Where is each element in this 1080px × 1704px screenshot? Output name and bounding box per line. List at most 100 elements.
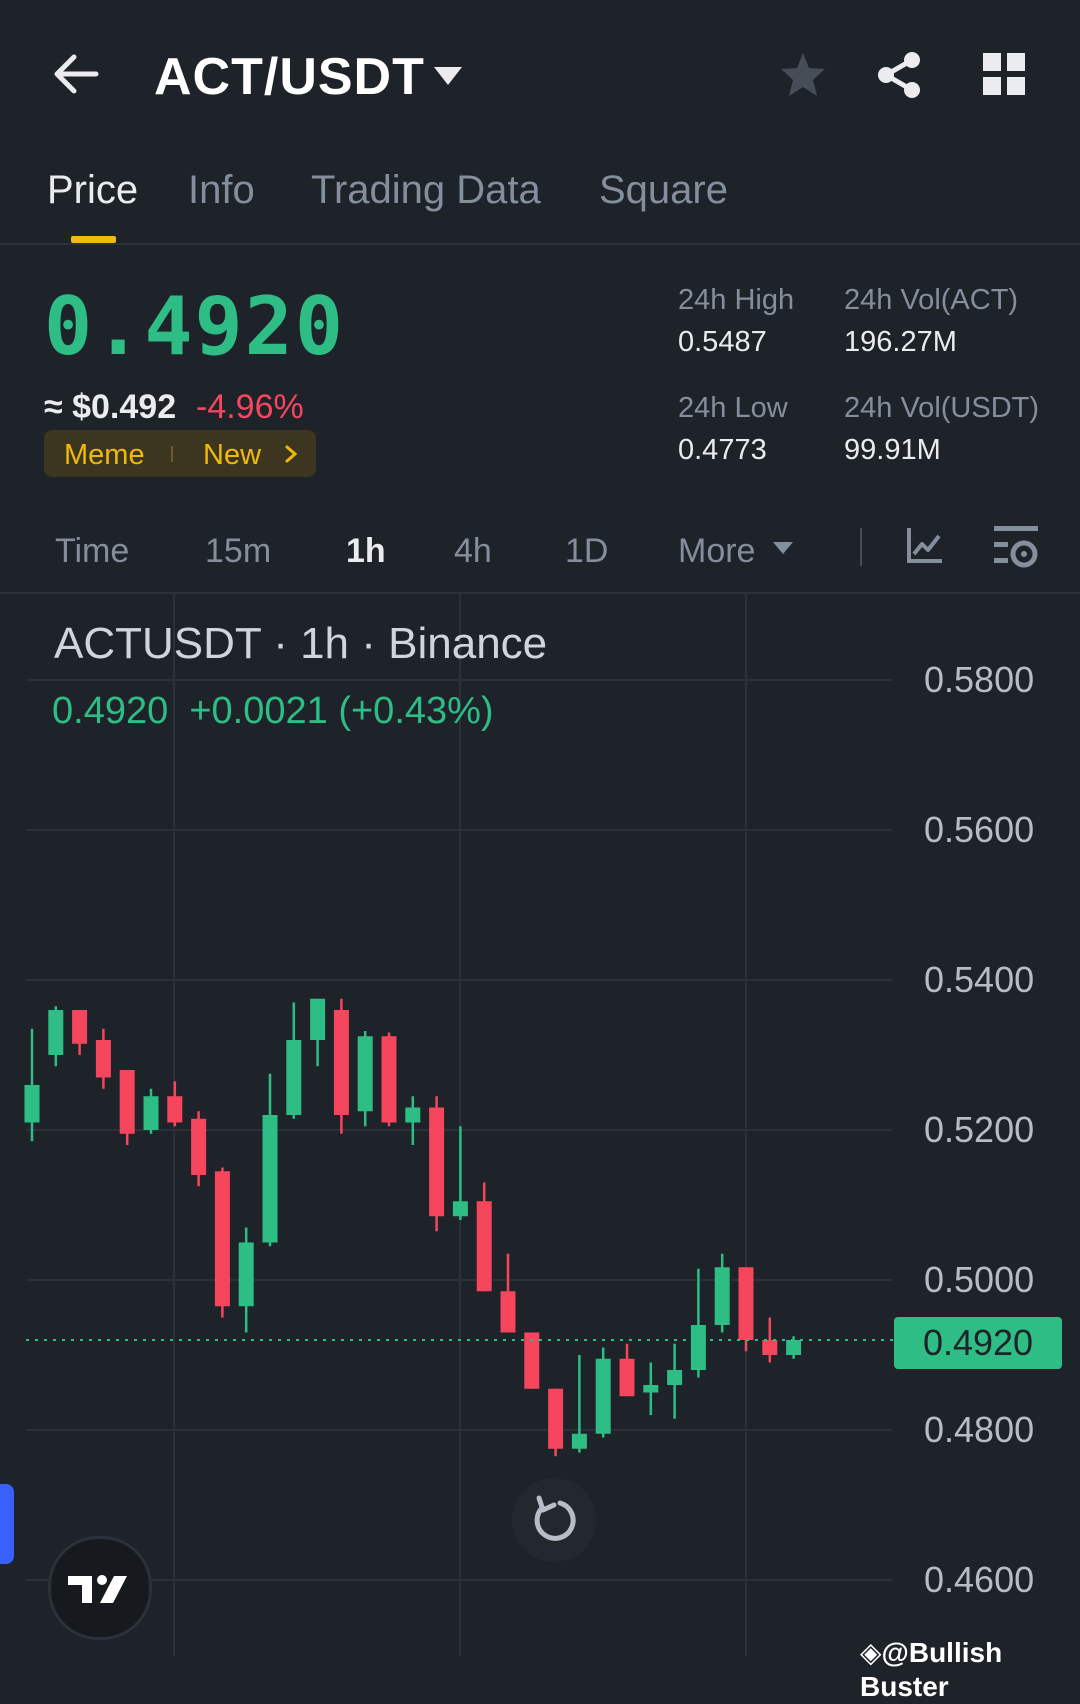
low-value: 0.4773 (678, 434, 767, 466)
active-tab-indicator (71, 236, 116, 243)
candle-body (595, 1358, 611, 1434)
last-price: 0.4920 (44, 280, 345, 373)
divider (0, 243, 1080, 245)
grid-icon[interactable] (982, 52, 1026, 96)
y-tick-label: 0.4800 (924, 1409, 1035, 1450)
diamond-icon: ◈ (860, 1637, 882, 1668)
separator (860, 528, 862, 566)
divider (0, 592, 1080, 594)
reset-chart-button[interactable] (512, 1478, 596, 1562)
high-label: 24h High (678, 284, 795, 316)
candle-body (48, 1010, 64, 1055)
tag-pill[interactable] (44, 430, 316, 477)
candle-body (762, 1340, 778, 1355)
candle (333, 998, 349, 1134)
candle-body (310, 998, 326, 1040)
candle (191, 1111, 207, 1187)
candle-body (214, 1171, 230, 1307)
chart-grid (26, 594, 892, 1656)
candle (143, 1088, 159, 1134)
candle-body (714, 1267, 730, 1325)
candle-body (381, 1036, 397, 1123)
y-tick-label: 0.5200 (924, 1109, 1035, 1150)
candle (167, 1081, 183, 1127)
y-tick-label: 0.5000 (924, 1259, 1035, 1300)
star-icon[interactable] (778, 50, 828, 100)
tab-trading-data[interactable]: Trading Data (311, 168, 541, 212)
candle (429, 1096, 445, 1232)
candle-body (571, 1433, 587, 1449)
candle-body (119, 1070, 135, 1134)
last-price-tag (894, 1317, 1062, 1369)
timeframe-time[interactable]: Time (55, 532, 130, 570)
candle-body (95, 1040, 111, 1078)
timeframe-1d[interactable]: 1D (565, 532, 609, 570)
candle (690, 1268, 706, 1378)
tag-meme[interactable]: Meme (64, 439, 145, 471)
tab-info[interactable]: Info (188, 168, 255, 212)
candle-body (667, 1370, 683, 1385)
y-tick-label: 0.4600 (924, 1559, 1035, 1600)
high-value: 0.5487 (678, 326, 767, 358)
candle-body (786, 1340, 802, 1355)
candle-body (619, 1358, 635, 1397)
candle (95, 1028, 111, 1089)
indicator-icon[interactable] (906, 526, 944, 564)
timeframe-4h[interactable]: 4h (454, 532, 492, 570)
chart-title: ACTUSDT · 1h · Binance (54, 619, 548, 668)
y-tick-label: 0.5600 (924, 809, 1035, 850)
candle (619, 1343, 635, 1397)
candle-body (72, 1010, 88, 1044)
candle-body (405, 1107, 421, 1123)
vol-usdt-value: 99.91M (844, 434, 941, 466)
candle (381, 1032, 397, 1127)
candle (524, 1332, 540, 1389)
candle-body (238, 1242, 254, 1307)
share-icon[interactable] (874, 50, 924, 100)
caret-down-icon[interactable] (432, 64, 464, 88)
timeframe-15m[interactable]: 15m (205, 532, 272, 570)
pair-title[interactable]: ACT/USDT (154, 48, 425, 106)
vol-act-label: 24h Vol(ACT) (844, 284, 1019, 316)
candle-body (643, 1385, 659, 1393)
candle-body (690, 1325, 706, 1370)
reset-icon (534, 1495, 576, 1541)
tab-price[interactable]: Price (47, 168, 139, 212)
candle (548, 1388, 564, 1457)
back-arrow-icon[interactable] (48, 46, 104, 102)
candle (119, 1070, 135, 1145)
candle-body (167, 1096, 183, 1123)
candle (262, 1073, 278, 1247)
low-label: 24h Low (678, 392, 788, 424)
candle-body (143, 1096, 159, 1130)
tag-separator (171, 446, 173, 462)
chevron-right-icon[interactable] (284, 444, 298, 464)
last-price-tag-label: 0.4920 (922, 1322, 1034, 1363)
candle-body (452, 1201, 468, 1217)
tradingview-logo[interactable] (48, 1536, 152, 1640)
candle-body (357, 1036, 373, 1112)
candle (214, 1167, 230, 1318)
timeframe-1h[interactable]: 1h (346, 532, 386, 570)
tab-square[interactable]: Square (599, 168, 728, 212)
candle (452, 1126, 468, 1220)
candle (238, 1227, 254, 1333)
side-drawer-handle[interactable] (0, 1484, 14, 1564)
tag-new[interactable]: New (203, 439, 262, 471)
candle (571, 1355, 587, 1453)
candle (72, 1010, 88, 1055)
candle (24, 1028, 40, 1142)
candle (643, 1362, 659, 1415)
candle (476, 1182, 492, 1292)
chart-settings-icon[interactable] (992, 524, 1040, 570)
candle-body (524, 1332, 540, 1389)
chart-ohlc: 0.4920 +0.0021 (+0.43%) (52, 688, 494, 734)
tradingview-icon (68, 1575, 127, 1603)
candlestick-chart[interactable] (0, 594, 1080, 1676)
candle (500, 1253, 516, 1333)
candle (405, 1096, 421, 1145)
timeframe-more[interactable]: More (678, 532, 756, 570)
caret-down-icon[interactable] (772, 540, 794, 556)
candle (714, 1253, 730, 1333)
candle (48, 1006, 64, 1067)
